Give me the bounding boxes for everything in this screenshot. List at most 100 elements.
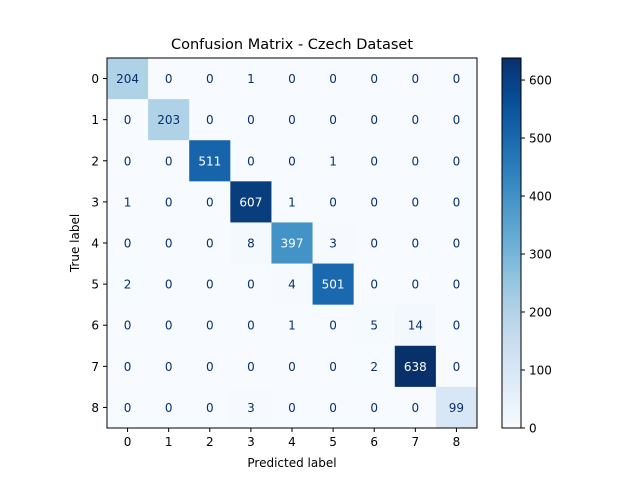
heatmap-cell-r5-c7: [394, 263, 437, 306]
cell-value-label: 0: [288, 154, 296, 168]
heatmap-cell-r6-c4: [271, 304, 314, 347]
heatmap-cell-r6-c0: [107, 304, 149, 347]
cell-value-label: 99: [449, 401, 464, 415]
cell-value-label: 0: [329, 72, 337, 86]
cell-value-label: 0: [288, 401, 296, 415]
cell-value-label: 0: [165, 237, 173, 251]
cell-value-label: 397: [281, 237, 304, 251]
cell-value-label: 0: [124, 113, 132, 127]
cell-value-label: 0: [288, 113, 296, 127]
cell-value-label: 0: [453, 237, 461, 251]
heatmap-cell-r8-c2: [189, 386, 231, 429]
cell-value-label: 0: [412, 401, 420, 415]
cell-value-label: 0: [288, 360, 296, 374]
heatmap-cell-r4-c0: [107, 222, 149, 265]
y-tick-label: 1: [91, 113, 99, 127]
heatmap-cell-r0-c1: [148, 58, 190, 100]
cell-value-label: 0: [453, 154, 461, 168]
cell-value-label: 0: [412, 237, 420, 251]
heatmap-cell-r1-c3: [230, 99, 272, 141]
cell-value-label: 0: [165, 360, 173, 374]
heatmap-cell-r1-c5: [312, 99, 355, 141]
cell-value-label: 0: [412, 113, 420, 127]
heatmap-cell-r5-c5: [312, 263, 355, 306]
cell-value-label: 0: [124, 154, 132, 168]
cell-value-label: 5: [370, 319, 378, 333]
cell-value-label: 0: [165, 154, 173, 168]
heatmap-cell-r0-c8: [435, 58, 478, 100]
cell-value-label: 2: [370, 360, 378, 374]
heatmap-cell-r1-c0: [107, 99, 149, 141]
cell-value-label: 0: [288, 72, 296, 86]
cell-value-label: 0: [124, 237, 132, 251]
heatmap-cell-r2-c4: [271, 140, 314, 182]
heatmap-cell-r1-c1: [148, 99, 190, 141]
cell-value-label: 501: [322, 278, 345, 292]
heatmap-cell-r3-c4: [271, 181, 314, 223]
heatmap-cell-r3-c1: [148, 181, 190, 223]
heatmap-cell-r7-c8: [435, 345, 478, 388]
heatmap-cell-r8-c3: [230, 386, 272, 429]
cell-value-label: 0: [124, 360, 132, 374]
heatmap-cell-labels: 204 0 0 1 0 0 0 0 00 203 0 0 0 0 0 0 00 0 511 0 0 1 0 0 01 0 0 607 1…: [116, 72, 464, 415]
heatmap-cell-r6-c8: [435, 304, 478, 347]
cell-value-label: 0: [412, 278, 420, 292]
heatmap-cell-r7-c7: [394, 345, 437, 388]
heatmap-cell-r4-c7: [394, 222, 437, 265]
chart-title: Confusion Matrix - Czech Dataset: [171, 37, 413, 53]
colorbar-tick-label: 0: [529, 422, 537, 436]
x-tick-label: 7: [412, 435, 420, 449]
heatmap-cell-r5-c6: [353, 263, 396, 306]
y-tick-label: 5: [91, 278, 99, 292]
heatmap-cell-r1-c8: [435, 99, 478, 141]
heatmap-cell-r8-c0: [107, 386, 149, 429]
heatmap-cell-r6-c1: [148, 304, 190, 347]
heatmap-cell-r2-c3: [230, 140, 272, 182]
x-tick-label: 3: [247, 435, 255, 449]
cell-value-label: 0: [247, 113, 255, 127]
heatmap-cell-r7-c3: [230, 345, 272, 388]
y-tick-label: 2: [91, 154, 99, 168]
heatmap-cell-r7-c5: [312, 345, 355, 388]
cell-value-label: 0: [247, 360, 255, 374]
cell-value-label: 3: [329, 237, 337, 251]
cell-value-label: 0: [370, 237, 378, 251]
cell-value-label: 0: [124, 401, 132, 415]
colorbar-tick-label: 300: [529, 248, 552, 262]
heatmap-cell-r8-c7: [394, 386, 437, 429]
heatmap-cell-r2-c1: [148, 140, 190, 182]
cell-value-label: 0: [370, 72, 378, 86]
y-tick-label: 0: [91, 72, 99, 86]
cell-value-label: 0: [412, 195, 420, 209]
colorbar-tick-label: 100: [529, 364, 552, 378]
cell-value-label: 0: [165, 195, 173, 209]
heatmap-cell-r4-c5: [312, 222, 355, 265]
cell-value-label: 4: [288, 278, 296, 292]
x-axis: 0 1 2 3 4 5 6 7 8: [124, 428, 460, 449]
heatmap-cell-r1-c4: [271, 99, 314, 141]
cell-value-label: 0: [453, 195, 461, 209]
cell-value-label: 0: [247, 154, 255, 168]
cell-value-label: 0: [206, 278, 214, 292]
cell-value-label: 1: [288, 195, 296, 209]
cell-value-label: 0: [453, 360, 461, 374]
heatmap-cell-r7-c1: [148, 345, 190, 388]
cell-value-label: 0: [453, 113, 461, 127]
heatmap-cell-r5-c8: [435, 263, 478, 306]
heatmap-cell-r1-c7: [394, 99, 437, 141]
colorbar-tick-label: 400: [529, 190, 552, 204]
x-tick-label: 5: [329, 435, 337, 449]
y-tick-label: 8: [91, 401, 99, 415]
heatmap-cell-r5-c1: [148, 263, 190, 306]
cell-value-label: 0: [329, 195, 337, 209]
cell-value-label: 1: [247, 72, 255, 86]
heatmap-cell-r6-c5: [312, 304, 355, 347]
y-tick-label: 3: [91, 195, 99, 209]
heatmap-cell-r3-c3: [230, 181, 272, 223]
cell-value-label: 0: [206, 237, 214, 251]
y-tick-label: 7: [91, 360, 99, 374]
heatmap-cell-r4-c4: [271, 222, 314, 265]
cell-value-label: 511: [198, 154, 221, 168]
heatmap-cell-r3-c2: [189, 181, 231, 223]
heatmap-cell-r5-c4: [271, 263, 314, 306]
